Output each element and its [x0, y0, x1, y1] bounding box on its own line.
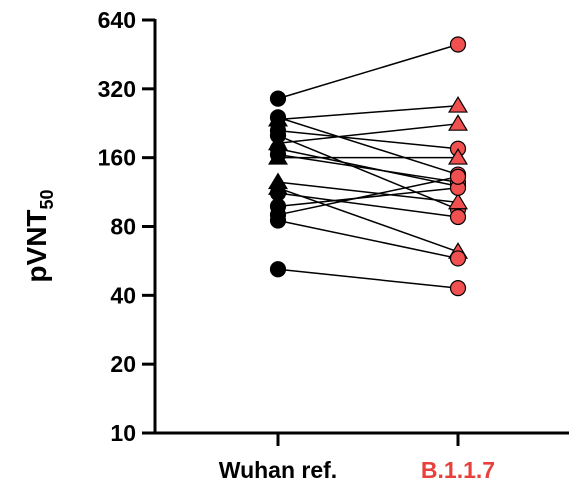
- pair-line: [277, 129, 459, 150]
- pair-line: [277, 268, 459, 289]
- category-label: Wuhan ref.: [219, 457, 337, 483]
- pair-line: [277, 104, 459, 121]
- pair-line: [277, 181, 459, 204]
- pair-line: [277, 187, 459, 208]
- pair-line: [277, 187, 459, 253]
- b117-point: [449, 36, 467, 53]
- wuhan-ref-point: [269, 212, 287, 229]
- b117-point: [448, 148, 468, 165]
- b117-point: [448, 192, 468, 210]
- pair-lines: [277, 43, 459, 289]
- pair-line: [277, 153, 459, 183]
- b117-point: [449, 168, 467, 185]
- pair-line: [277, 176, 459, 216]
- b117-point: [449, 250, 467, 267]
- b117-point: [449, 208, 467, 226]
- wuhan-ref-point: [268, 148, 288, 165]
- b117-point: [448, 96, 468, 113]
- y-axis-label-subscript: 50: [37, 189, 57, 209]
- y-tick-label: 320: [98, 76, 136, 102]
- pair-line: [277, 43, 459, 100]
- pair-line: [277, 123, 459, 144]
- category-labels: Wuhan ref. B.1.1.7: [219, 457, 495, 483]
- data-markers: [268, 36, 468, 297]
- pair-line: [277, 148, 459, 187]
- category-label: B.1.1.7: [421, 457, 495, 483]
- y-tick-label: 80: [110, 214, 136, 240]
- y-axis-label-text: pVNT: [21, 209, 52, 282]
- pair-line: [277, 134, 459, 211]
- y-axis-label: pVNT50: [21, 189, 57, 282]
- b117-point: [448, 114, 468, 131]
- pair-line: [277, 219, 459, 260]
- pair-line: [277, 116, 459, 176]
- axes: 10 20 40 80 160 320 640: [98, 7, 569, 446]
- wuhan-ref-point: [269, 90, 287, 107]
- b117-point: [449, 280, 467, 297]
- pair-line: [277, 192, 459, 218]
- y-tick-label: 40: [110, 282, 136, 308]
- y-tick-label: 640: [98, 7, 136, 33]
- wuhan-ref-point: [269, 261, 287, 278]
- y-tick-label: 160: [98, 145, 136, 171]
- y-tick-label: 10: [110, 420, 136, 446]
- y-tick-label: 20: [110, 351, 136, 377]
- svg-text:pVNT50: pVNT50: [21, 189, 57, 282]
